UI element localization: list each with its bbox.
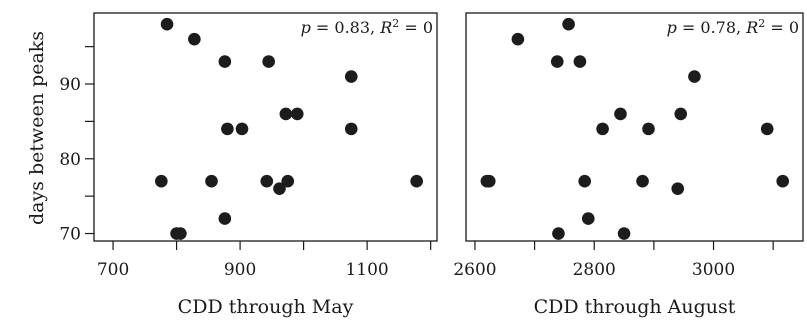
panel-cdd-may: 700 900 1100 70 80 90 CDD through May p = 0.83,…	[59, 12, 438, 318]
annotation-r-sup: 2	[758, 17, 765, 30]
data-point	[218, 212, 232, 225]
stats-annotation: p = 0.78, R2 = 0	[667, 17, 799, 37]
data-point	[279, 107, 293, 121]
data-point	[262, 55, 275, 68]
data-point	[776, 174, 790, 188]
data-point	[273, 182, 286, 195]
plot-frame	[93, 12, 438, 242]
data-point	[760, 122, 774, 136]
annotation-r-text: = 0	[765, 18, 799, 37]
data-point	[290, 107, 304, 121]
annotation-r-label: R	[379, 18, 392, 37]
data-point	[205, 174, 218, 188]
data-point	[221, 122, 234, 136]
annotation-r-sup: 2	[392, 17, 399, 30]
annotation-r-text: = 0	[399, 18, 433, 37]
data-point	[482, 174, 496, 188]
data-point	[581, 212, 595, 225]
annotation-r-label: R	[745, 18, 758, 37]
data-point	[155, 174, 168, 188]
data-point	[617, 227, 631, 240]
data-point	[188, 32, 201, 46]
x-tick-label: 700	[97, 260, 129, 280]
y-tick-label: 90	[59, 75, 81, 95]
y-tick-label: 80	[59, 150, 81, 170]
annotation-p-text: = 0.83,	[311, 18, 380, 37]
x-axis-title: CDD through May	[178, 296, 354, 318]
data-point	[596, 122, 609, 136]
data-point	[260, 174, 274, 188]
panel-cdd-august: 2600 2800 3000 CDD through August p = 0.78, …	[453, 12, 804, 318]
annotation-p-label: p	[667, 18, 677, 37]
data-point	[578, 174, 591, 188]
stats-annotation: p = 0.83, R2 = 0	[301, 17, 433, 37]
data-point	[614, 107, 627, 121]
data-point	[160, 17, 174, 31]
data-point	[562, 17, 575, 31]
x-tick-label: 3000	[692, 260, 735, 280]
data-point	[550, 55, 564, 68]
data-point	[552, 227, 565, 240]
data-point	[235, 122, 249, 136]
x-tick-label: 1100	[345, 260, 388, 280]
plot-frame	[465, 12, 804, 242]
data-point	[410, 174, 423, 188]
x-tick-label: 2800	[573, 260, 616, 280]
data-point	[642, 122, 655, 136]
annotation-p-label: p	[301, 18, 311, 37]
data-point	[688, 70, 701, 83]
y-tick-label: 70	[59, 225, 81, 245]
data-point	[281, 174, 295, 188]
data-point	[573, 55, 587, 68]
annotation-p-text: = 0.78,	[677, 18, 746, 37]
x-tick-label: 900	[224, 260, 256, 280]
data-point	[511, 32, 525, 46]
data-point	[174, 227, 187, 240]
x-axis-title: CDD through August	[534, 296, 736, 318]
data-point	[344, 70, 358, 83]
x-tick-label: 2600	[453, 260, 496, 280]
data-point	[671, 182, 685, 195]
y-axis-title: days between peaks	[26, 31, 48, 225]
data-point	[636, 174, 649, 188]
data-point	[218, 55, 232, 68]
data-point	[344, 122, 358, 136]
data-point	[674, 107, 688, 121]
